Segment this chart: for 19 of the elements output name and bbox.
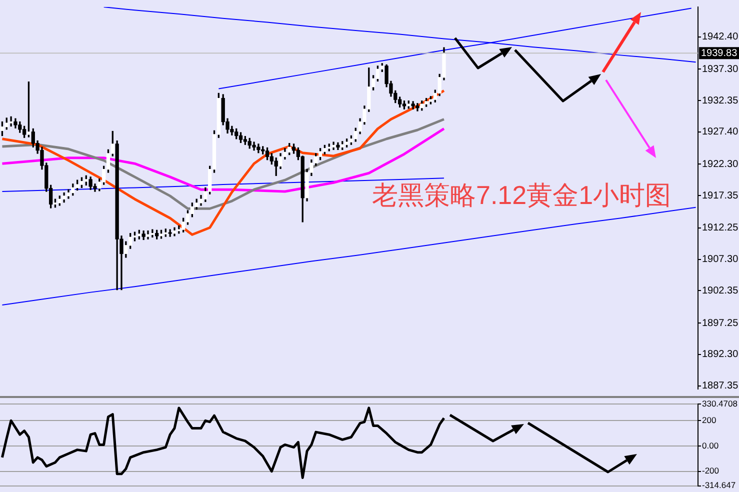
y-tick-label: 1912.25 bbox=[702, 222, 739, 234]
y-tick-label: 1892.30 bbox=[702, 349, 739, 360]
y-tick-label: 1897.25 bbox=[702, 318, 739, 329]
y-tick-label: 1887.35 bbox=[702, 380, 739, 392]
y-tick-label: 1907.30 bbox=[702, 254, 739, 266]
annotation: 老黑策略7.12黄金1小时图 bbox=[372, 179, 672, 212]
y-tick-label: 1902.35 bbox=[702, 285, 739, 296]
y-tick-label: -314.647 bbox=[702, 480, 736, 490]
y-tick-label: 1917.35 bbox=[702, 190, 739, 202]
y-tick-label: 1927.40 bbox=[702, 126, 739, 138]
ref-line-label: 1939.83 bbox=[701, 48, 738, 59]
y-tick-label: 330.4708 bbox=[702, 398, 738, 408]
y-tick-label: 1932.35 bbox=[702, 95, 739, 106]
y-tick-label: 1942.40 bbox=[702, 32, 739, 43]
y-tick-label: 200 bbox=[702, 414, 716, 425]
y-tick-label: -200 bbox=[702, 466, 720, 476]
y-tick-label: 1937.30 bbox=[702, 64, 739, 75]
y-tick-label: 0.00 bbox=[702, 440, 719, 450]
y-tick-label: 1922.30 bbox=[702, 158, 739, 170]
